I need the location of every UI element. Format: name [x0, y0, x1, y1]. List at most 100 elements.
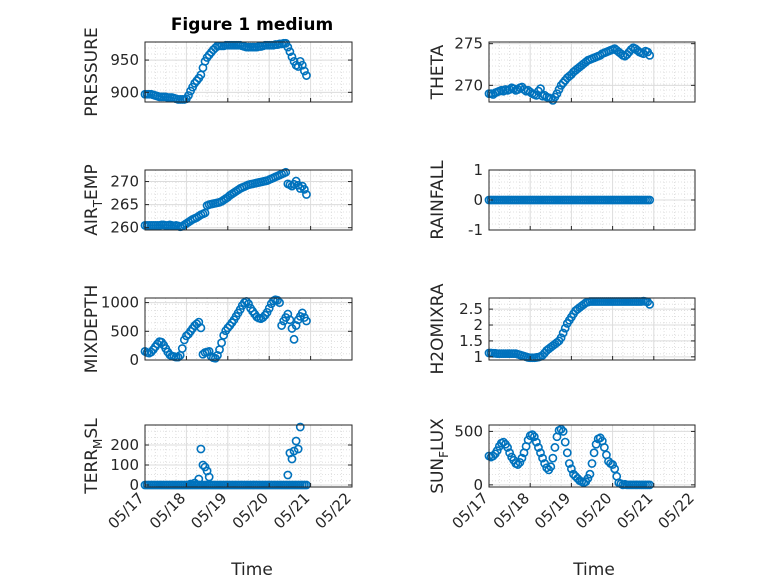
- data-point: [548, 453, 558, 463]
- data-point: [302, 71, 311, 80]
- data-point: [273, 295, 282, 305]
- data-point: [509, 84, 519, 94]
- data-point: [531, 90, 541, 100]
- data-point: [293, 444, 303, 454]
- axes-box: [488, 41, 696, 103]
- y-tick-label: 100: [110, 456, 139, 474]
- y-axis-label: SUNFLUX: [428, 418, 451, 494]
- data-point: [492, 446, 502, 456]
- data-point: [285, 47, 295, 57]
- x-tick-label: 05/18: [146, 489, 189, 532]
- y-tick-label: 265: [110, 196, 139, 214]
- axes-box: [144, 169, 353, 231]
- data-point: [552, 89, 562, 99]
- x-axis-label-left: Time: [230, 560, 273, 580]
- data-point: [289, 446, 299, 456]
- data-point: [184, 91, 193, 100]
- data-point: [291, 436, 301, 446]
- data-point: [585, 469, 595, 479]
- data-point: [513, 460, 523, 469]
- data-point: [550, 443, 560, 452]
- data-point: [527, 430, 537, 440]
- data-point: [297, 308, 307, 318]
- y-tick-label: 900: [110, 83, 139, 101]
- data-point: [177, 344, 187, 353]
- y-axis-label: AIRTEMP: [82, 164, 105, 235]
- data-point: [564, 459, 574, 468]
- y-axis-label: H2OMIXRA: [428, 283, 448, 374]
- data-point: [299, 184, 309, 194]
- y-tick-label: 270: [110, 173, 139, 191]
- data-point: [645, 480, 655, 490]
- axes-box: [488, 424, 696, 488]
- data-point: [558, 328, 568, 338]
- panel-h2omixra: 11.522.5 H2OMIXRA: [428, 283, 696, 375]
- x-tick-label: 05/22: [312, 489, 355, 532]
- data-point: [503, 443, 512, 452]
- data-point: [173, 352, 183, 362]
- data-point: [302, 190, 311, 199]
- data-point: [517, 453, 527, 463]
- data-point: [244, 299, 253, 309]
- data-point: [567, 464, 576, 474]
- data-point: [583, 474, 593, 483]
- y-tick-label: 275: [454, 35, 483, 53]
- data-point: [542, 463, 552, 473]
- y-tick-label: 0: [129, 476, 139, 494]
- data-point: [538, 453, 547, 463]
- data-point: [186, 479, 195, 489]
- data-point: [560, 437, 570, 447]
- data-point: [275, 298, 284, 307]
- y-tick-label: 2: [473, 316, 483, 334]
- y-axis-label: TERRMSL: [82, 418, 105, 495]
- y-tick-label: 1.5: [459, 332, 483, 350]
- data-point: [645, 50, 655, 60]
- data-point: [219, 330, 229, 340]
- y-tick-label: 950: [110, 51, 139, 69]
- y-tick-label: 2.5: [459, 300, 483, 318]
- panel-rainfall: -1 0 1 RAINFALL: [428, 160, 696, 240]
- axes-box: [144, 297, 353, 361]
- axes-box: [488, 297, 696, 361]
- data-point: [505, 448, 514, 458]
- panel-air_temp: 260 265 270 AIRTEMP: [82, 164, 353, 237]
- y-axis-label: PRESSURE: [82, 27, 102, 116]
- x-tick-label: 05/19: [531, 489, 574, 532]
- y-tick-label: 200: [110, 436, 139, 454]
- data-point: [264, 303, 274, 313]
- data-point: [302, 480, 311, 490]
- data-point: [287, 52, 297, 62]
- x-axis-label-right: Time: [572, 560, 615, 580]
- data-point: [204, 346, 214, 356]
- y-tick-label: 500: [110, 322, 139, 340]
- data-point: [293, 62, 303, 71]
- data-point: [196, 444, 206, 454]
- data-point: [302, 316, 311, 326]
- data-point: [534, 443, 543, 452]
- data-point: [558, 427, 568, 436]
- data-point: [556, 424, 566, 434]
- y-tick-label: 0: [473, 191, 483, 209]
- data-point: [283, 470, 293, 480]
- y-tick-label: 0: [129, 351, 139, 369]
- data-point: [589, 448, 599, 458]
- panel-pressure: 900 950 PRESSURE: [82, 27, 353, 117]
- data-point: [153, 339, 162, 349]
- y-tick-label: 270: [454, 76, 483, 94]
- data-point: [299, 66, 309, 76]
- axes-layer: 900 950 PRESSURE 270 275 THETA 260 265 270 AIRTEM…: [82, 27, 698, 532]
- y-tick-label: -1: [468, 221, 483, 239]
- data-point: [285, 315, 295, 325]
- data-point: [295, 422, 305, 432]
- y-axis-label: MIXDEPTH: [82, 285, 102, 374]
- data-point: [626, 45, 636, 54]
- x-tick-label: 05/20: [572, 489, 615, 532]
- data-point: [194, 474, 204, 484]
- data-point: [196, 323, 206, 333]
- data-point: [562, 448, 572, 458]
- data-point: [287, 454, 297, 464]
- data-point: [499, 437, 508, 447]
- data-point: [536, 448, 545, 458]
- data-point: [536, 84, 545, 94]
